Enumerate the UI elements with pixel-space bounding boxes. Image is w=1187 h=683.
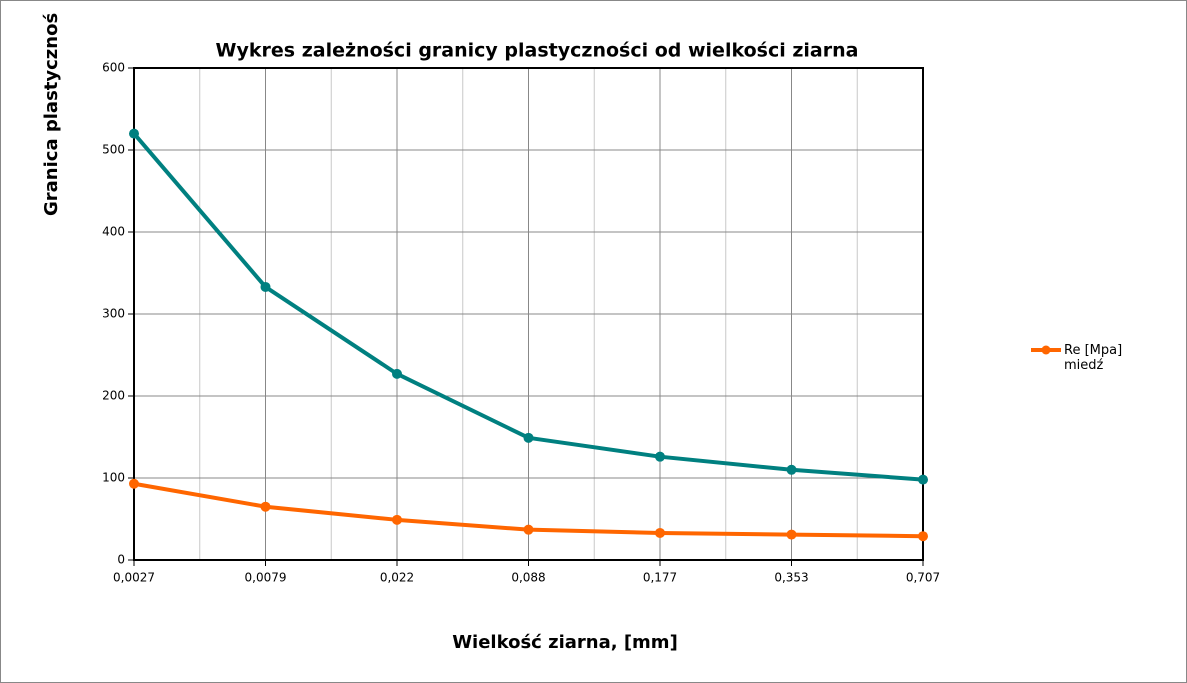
- x-tick-label: 0,022: [380, 571, 414, 585]
- y-tick-label: 400: [102, 225, 125, 239]
- y-tick-label: 600: [102, 61, 125, 75]
- x-tick-label: 0,707: [906, 571, 940, 585]
- x-tick-label: 0,0079: [245, 571, 287, 585]
- point: [786, 529, 797, 540]
- y-tick-label: 100: [102, 471, 125, 485]
- point: [129, 478, 139, 489]
- chart-title: Wykres zależności granicy plastyczności …: [216, 40, 859, 62]
- y-tick-label: 0: [117, 553, 125, 567]
- point: [129, 128, 139, 139]
- y-axis-label: Granica plastycznoś: [41, 13, 62, 216]
- x-axis-label: Wielkość ziarna, [mm]: [452, 632, 678, 653]
- x-tick-label: 0,088: [511, 571, 545, 585]
- legend-marker: [1041, 345, 1051, 355]
- point: [392, 514, 402, 525]
- point: [523, 524, 534, 535]
- x-tick-label: 0,177: [643, 571, 677, 585]
- point: [918, 474, 928, 485]
- point: [260, 281, 271, 292]
- point: [918, 531, 928, 542]
- y-tick-label: 500: [102, 143, 125, 157]
- point: [786, 464, 797, 475]
- point: [260, 501, 271, 512]
- point: [523, 432, 534, 443]
- x-tick-label: 0,0027: [113, 571, 155, 585]
- x-tick-label: 0,353: [774, 571, 808, 585]
- legend-label: Re [Mpa] miedź: [1064, 343, 1122, 373]
- point: [655, 451, 665, 462]
- point: [655, 527, 665, 538]
- point: [392, 368, 402, 379]
- y-tick-label: 200: [102, 389, 125, 403]
- plot-border: [133, 67, 924, 561]
- y-tick-label: 300: [102, 307, 125, 321]
